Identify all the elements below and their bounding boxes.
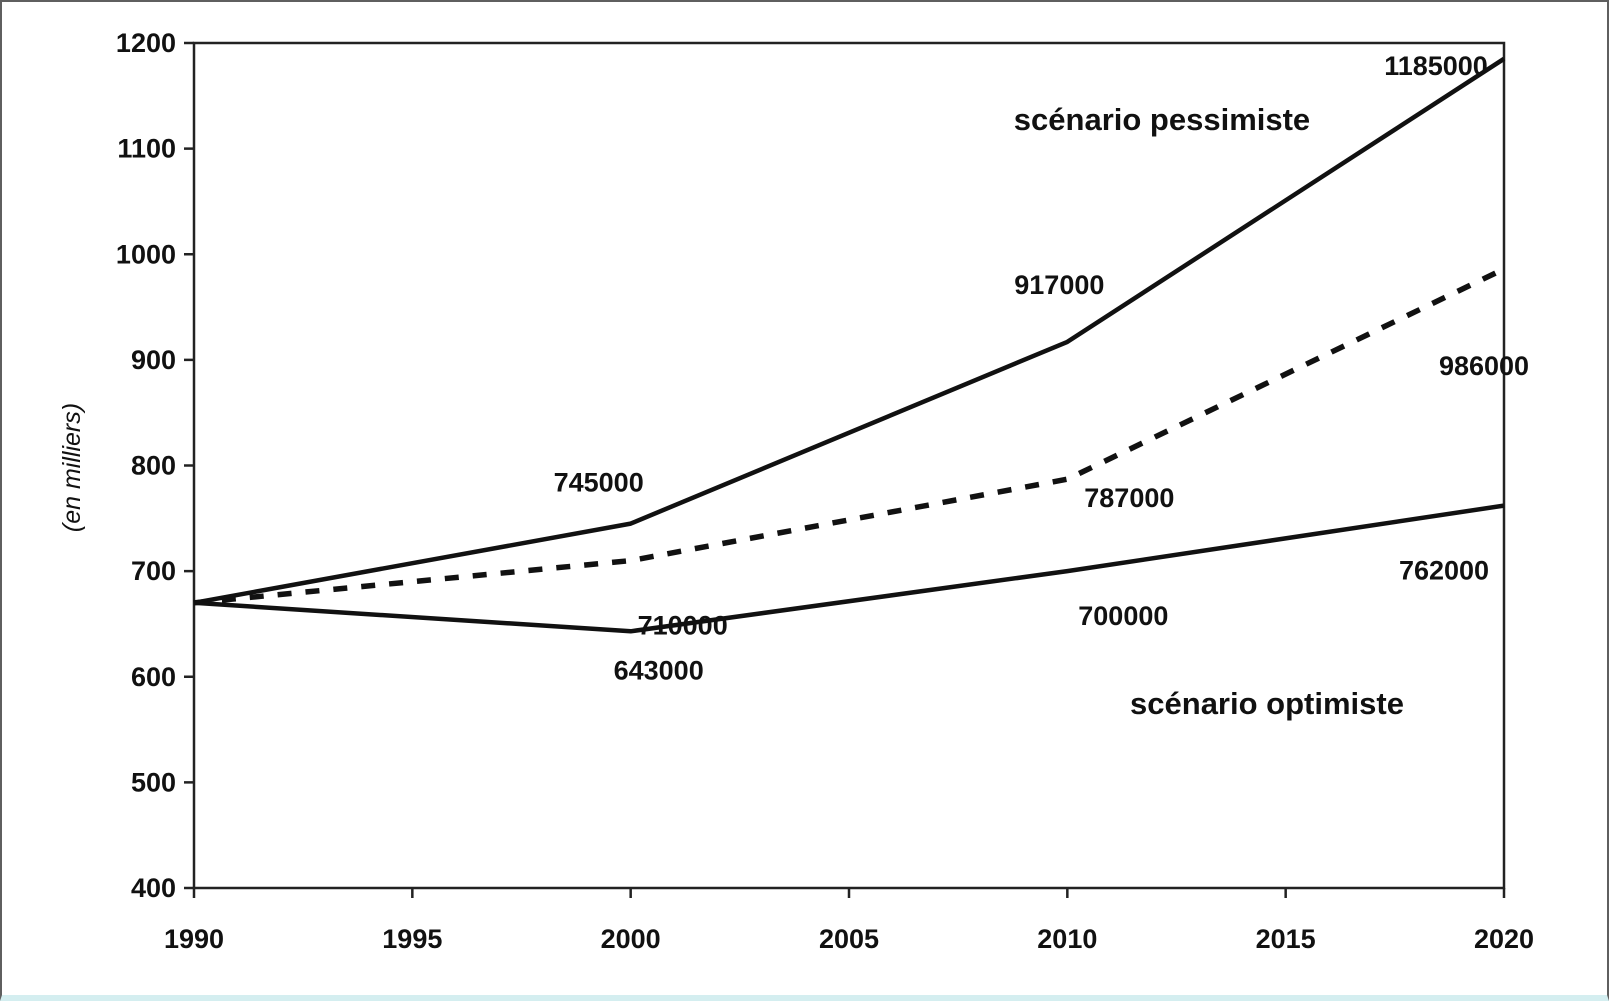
annotations: scénario pessimiste scénario optimiste: [1014, 102, 1404, 721]
data-labels: 745000 917000 1185000 710000 787000 986000 643…: [554, 51, 1529, 685]
series-line-optimistic: [193, 503, 1505, 634]
data-label: 787000: [1084, 483, 1174, 513]
data-label: 700000: [1078, 601, 1168, 631]
y-tick-label: 400: [131, 873, 176, 903]
x-tick-label: 2005: [819, 924, 879, 954]
series-line-pessimistic: [193, 56, 1506, 606]
x-tick-label: 2020: [1474, 924, 1534, 954]
data-label: 762000: [1399, 556, 1489, 586]
y-axis-title: (en milliers): [58, 403, 86, 532]
annotation-optimistic-scenario: scénario optimiste: [1130, 686, 1404, 721]
y-tick-label: 1000: [116, 239, 176, 269]
series-layer: [193, 56, 1506, 634]
x-tick-label: 2000: [601, 924, 661, 954]
annotation-pessimistic-scenario: scénario pessimiste: [1014, 102, 1310, 137]
x-tick-label: 1990: [164, 924, 224, 954]
plot-area-frame: [192, 41, 1506, 890]
y-tick-label: 800: [131, 451, 176, 481]
y-tick-label: 500: [131, 767, 176, 797]
y-tick-label: 700: [131, 556, 176, 586]
data-label: 643000: [614, 655, 704, 685]
series-line-median-dashed: [193, 266, 1506, 606]
y-tick-label: 900: [131, 345, 176, 375]
x-tick-label: 1995: [382, 924, 442, 954]
y-tick-label: 600: [131, 662, 176, 692]
axes: 400 500 600 700 800 900 1000 1100 1200 1990 1995 20…: [58, 28, 1534, 954]
data-label: 745000: [554, 468, 644, 498]
data-label: 917000: [1014, 270, 1104, 300]
x-tick-label: 2015: [1256, 924, 1316, 954]
y-tick-label: 1200: [116, 28, 176, 58]
data-label: 710000: [638, 611, 728, 641]
data-label: 1185000: [1384, 51, 1488, 81]
y-tick-label: 1100: [117, 134, 176, 164]
data-label: 986000: [1439, 351, 1529, 381]
x-tick-label: 2010: [1037, 924, 1097, 954]
